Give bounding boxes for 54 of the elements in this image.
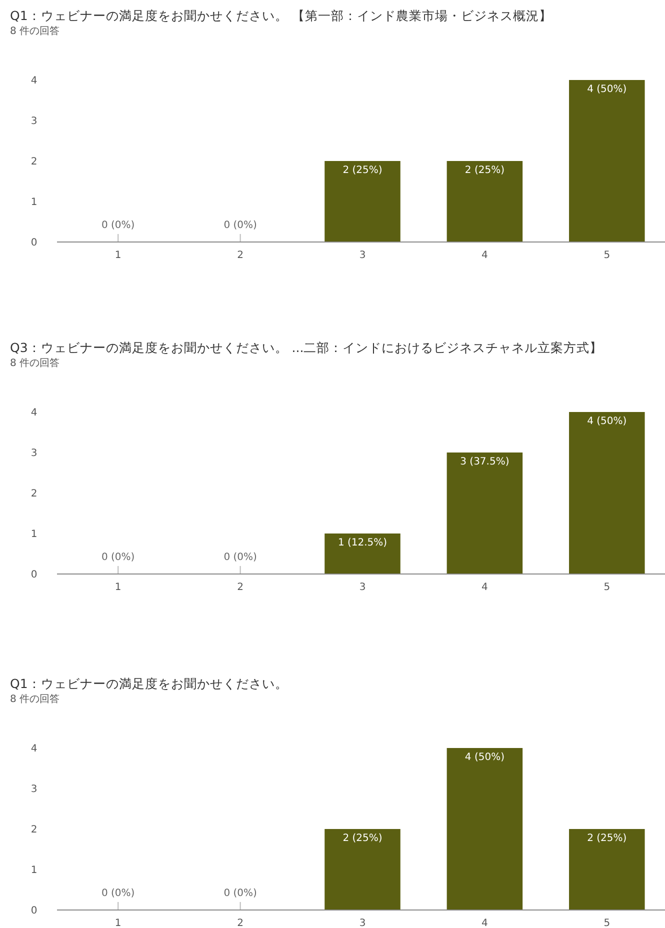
y-tick-label: 2 [30, 824, 38, 836]
data-label: 4 (50%) [464, 752, 505, 763]
data-label: 2 (25%) [342, 833, 382, 844]
x-tick-label: 5 [604, 918, 610, 928]
data-label: 3 (37.5%) [460, 456, 510, 468]
y-tick-label: 1 [30, 197, 38, 208]
chart-subtitle: 8 件の回答 [10, 25, 60, 37]
y-tick-label: 3 [30, 448, 38, 459]
x-tick-label: 3 [359, 582, 366, 593]
y-tick-label: 1 [30, 529, 38, 540]
data-label: 0 (0%) [101, 552, 135, 563]
chart-title: Q1：ウェビナーの満足度をお聞かせください。 [10, 676, 288, 691]
x-tick-label: 1 [114, 582, 122, 593]
x-tick-label: 1 [114, 250, 122, 261]
y-tick-label: 1 [30, 865, 38, 876]
x-tick-label: 2 [237, 918, 244, 928]
y-tick-label: 0 [30, 238, 38, 248]
data-label: 0 (0%) [101, 220, 135, 231]
bar [324, 534, 400, 574]
x-tick-label: 4 [482, 582, 488, 593]
data-label: 2 (25%) [342, 165, 382, 176]
y-tick-label: 4 [30, 76, 38, 86]
x-tick-label: 4 [482, 918, 488, 928]
x-tick-label: 3 [359, 918, 366, 928]
y-tick-label: 0 [30, 570, 38, 580]
chart-title: Q3：ウェビナーの満足度をお聞かせください。 ...二部：インドにおけるビジネスチャネル立案方式】 [10, 340, 603, 355]
x-tick-label: 1 [114, 918, 122, 928]
chart-subtitle: 8 件の回答 [10, 357, 60, 369]
x-tick-label: 2 [237, 250, 244, 261]
x-tick-label: 3 [359, 250, 366, 261]
y-tick-label: 4 [30, 408, 38, 418]
data-label: 0 (0%) [224, 888, 257, 899]
data-label: 0 (0%) [224, 552, 257, 563]
data-label: 2 (25%) [587, 833, 627, 844]
y-tick-label: 3 [30, 784, 38, 795]
x-tick-label: 5 [604, 582, 610, 593]
y-tick-label: 2 [30, 488, 38, 500]
x-tick-label: 2 [237, 582, 244, 593]
bar [569, 412, 645, 574]
data-label: 0 (0%) [101, 888, 135, 899]
y-tick-label: 3 [30, 116, 38, 127]
x-tick-label: 4 [482, 250, 488, 261]
y-tick-label: 4 [30, 744, 38, 754]
data-label: 4 (50%) [587, 84, 627, 95]
data-label: 1 (12.5%) [338, 538, 388, 548]
chart-subtitle: 8 件の回答 [10, 693, 60, 705]
y-tick-label: 2 [30, 156, 38, 168]
y-tick-label: 0 [30, 906, 38, 916]
bar [446, 452, 523, 574]
data-label: 2 (25%) [464, 165, 505, 176]
data-label: 0 (0%) [224, 220, 257, 231]
chart-title: Q1：ウェビナーの満足度をお聞かせください。 【第一部：インド農業市場・ビジネス概況】 [10, 8, 552, 23]
data-label: 4 (50%) [587, 416, 627, 427]
x-tick-label: 5 [604, 250, 610, 261]
